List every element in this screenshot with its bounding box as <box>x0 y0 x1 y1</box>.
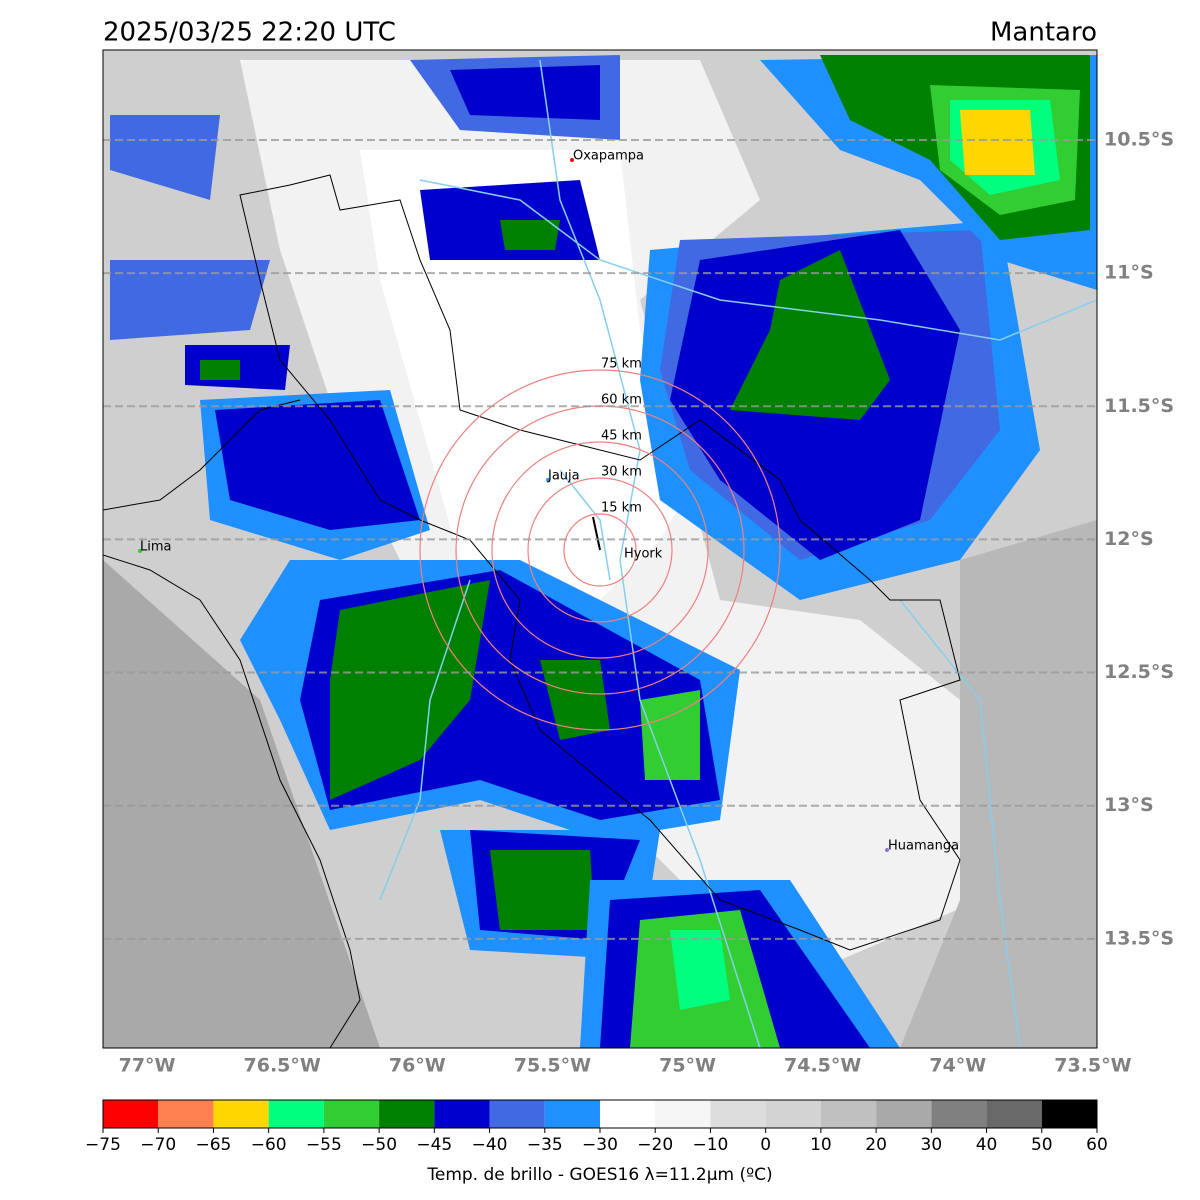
colorbar-segment <box>710 1100 766 1128</box>
city-marker <box>138 549 142 553</box>
colorbar-tick-label: 40 <box>976 1135 998 1155</box>
range-rings <box>419 369 781 731</box>
city-marker <box>570 158 574 162</box>
colorbar-tick-label: −60 <box>251 1135 287 1155</box>
city-label: Jauja <box>547 469 580 484</box>
ring-label: 60 km <box>601 393 642 408</box>
colorbar-tick-label: −75 <box>85 1135 121 1155</box>
y-tick-label: 11°S <box>1104 262 1154 284</box>
x-tick-label: 74.5°W <box>784 1055 861 1077</box>
y-tick-label: 12.5°S <box>1104 661 1174 683</box>
ring-label: 30 km <box>601 465 642 480</box>
city-marker <box>546 478 550 482</box>
colorbar-segment <box>213 1100 269 1128</box>
x-tick-label: 76.5°W <box>244 1055 321 1077</box>
city-marker <box>885 848 889 852</box>
axes: 10.5°S 11°S 11.5°S 12°S 12.5°S 13°S 13.5°S 77°W… <box>85 129 1174 1155</box>
colorbar-segment <box>931 1100 987 1128</box>
colorbar-tick-label: 0 <box>760 1135 771 1155</box>
x-tick-label: 73.5°W <box>1054 1055 1131 1077</box>
colorbar-segment <box>103 1100 159 1128</box>
colorbar-tick-label: −40 <box>472 1135 508 1155</box>
colorbar-segment <box>876 1100 932 1128</box>
x-tick-label: 75.5°W <box>514 1055 591 1077</box>
colorbar-segment <box>986 1100 1042 1128</box>
colorbar-tick-label: −65 <box>195 1135 231 1155</box>
colorbar-tick-label: −35 <box>527 1135 563 1155</box>
colorbar-tick-label: 60 <box>1086 1135 1108 1155</box>
title: 2025/03/25 22:20 UTC <box>103 18 396 48</box>
colorbar-tick-label: 50 <box>1031 1135 1053 1155</box>
y-tick-label: 13.5°S <box>1104 927 1174 949</box>
y-tick-label: 11.5°S <box>1104 395 1174 417</box>
colorbar-segment <box>323 1100 380 1128</box>
radar-beam <box>592 516 601 551</box>
colorbar-segment <box>655 1100 711 1128</box>
rivers <box>379 59 1097 1048</box>
y-tick-label: 10.5°S <box>1104 129 1174 151</box>
y-tick-label: 13°S <box>1104 794 1154 816</box>
colorbar-tick-label: 10 <box>810 1135 832 1155</box>
colorbar-tick-label: −55 <box>306 1135 342 1155</box>
colorbar-tick-label: −20 <box>637 1135 673 1155</box>
y-tick-label: 12°S <box>1104 528 1154 550</box>
region: Mantaro <box>990 18 1097 48</box>
colorbar-tick-label: −30 <box>582 1135 618 1155</box>
ring-label: 45 km <box>601 429 642 444</box>
x-tick-label: 76°W <box>389 1055 446 1077</box>
colorbar-segment <box>600 1100 656 1128</box>
city-label: Hyork <box>624 547 663 562</box>
colorbar-tick-label: −50 <box>361 1135 397 1155</box>
colorbar-segment <box>544 1100 600 1128</box>
colorbar-tick-label: 30 <box>921 1135 943 1155</box>
coast-terrain <box>103 560 380 1048</box>
colorbar-segment <box>379 1100 435 1128</box>
colorbar-segment <box>268 1100 324 1128</box>
city-label: Oxapampa <box>573 149 644 164</box>
colorbar-segment <box>489 1100 545 1128</box>
colorbar-segment <box>820 1100 877 1128</box>
city-label: Lima <box>140 540 171 555</box>
city-label: Huamanga <box>888 839 959 854</box>
colorbar-tick-label: −70 <box>140 1135 176 1155</box>
colorbar-segment <box>1041 1100 1097 1128</box>
x-tick-label: 77°W <box>119 1055 176 1077</box>
ring-label: 15 km <box>601 501 642 516</box>
colorbar-label: Temp. de brillo - GOES16 λ=11.2μm (ºC) <box>426 1165 772 1185</box>
terrain <box>900 520 1097 1048</box>
colorbar-segment <box>434 1100 490 1128</box>
colorbar-segment <box>765 1100 821 1128</box>
ring-label: 75 km <box>601 357 642 372</box>
x-tick-label: 75°W <box>659 1055 716 1077</box>
colorbar-tick-label: −45 <box>416 1135 452 1155</box>
map-frame <box>102 49 1098 1049</box>
colorbar-tick-label: 20 <box>865 1135 887 1155</box>
colorbar-tick-label: −10 <box>692 1135 728 1155</box>
clouds <box>110 55 1097 1048</box>
x-tick-label: 74°W <box>929 1055 986 1077</box>
grid <box>103 139 1097 940</box>
colorbar-segment <box>158 1100 214 1128</box>
map: 15 km 30 km 45 km 60 km 75 km Oxapampa J… <box>103 50 1097 1048</box>
